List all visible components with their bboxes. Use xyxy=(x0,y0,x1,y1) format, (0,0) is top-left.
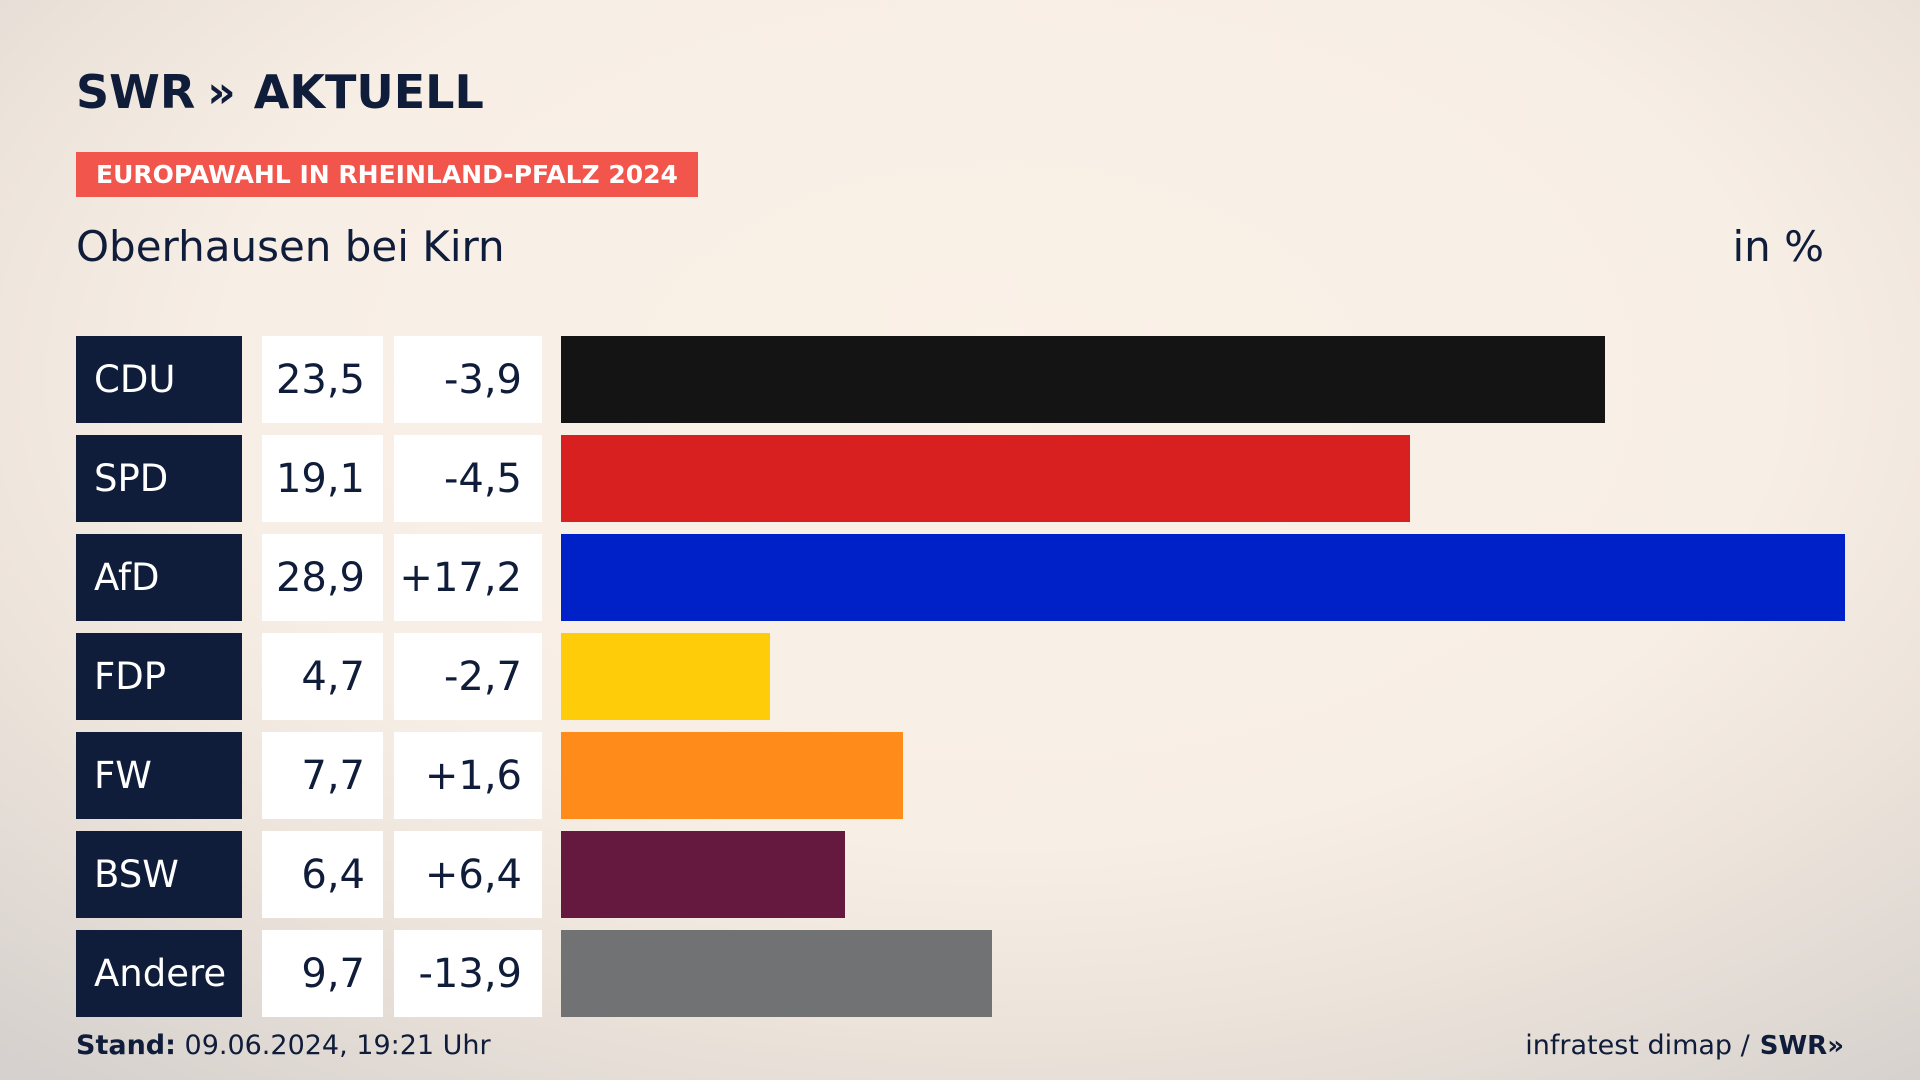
timestamp: Stand: 09.06.2024, 19:21 Uhr xyxy=(76,1030,491,1061)
source-credit: infratest dimap / SWR» xyxy=(1525,1030,1844,1061)
logo-swr: SWR xyxy=(76,65,196,119)
value-label: 19,1 xyxy=(262,435,383,522)
source-text: infratest dimap / xyxy=(1525,1030,1750,1061)
bar-afd xyxy=(561,534,1845,621)
chart-title: Oberhausen bei Kirn xyxy=(76,222,505,271)
bar-fdp xyxy=(561,633,770,720)
change-label: -4,5 xyxy=(394,435,542,522)
party-label: AfD xyxy=(76,534,242,621)
stand-label: Stand: xyxy=(76,1030,176,1061)
bar-bsw xyxy=(561,831,845,918)
change-label: +6,4 xyxy=(394,831,542,918)
party-label: CDU xyxy=(76,336,242,423)
party-label: FDP xyxy=(76,633,242,720)
election-badge: EUROPAWAHL IN RHEINLAND-PFALZ 2024 xyxy=(76,152,698,197)
bar-fw xyxy=(561,732,903,819)
value-label: 9,7 xyxy=(262,930,383,1017)
stand-value: 09.06.2024, 19:21 Uhr xyxy=(184,1030,491,1061)
logo-aktuell: AKTUELL xyxy=(253,65,484,119)
change-label: +17,2 xyxy=(394,534,542,621)
logo-chevron-icon: » xyxy=(207,66,236,118)
bar-cdu xyxy=(561,336,1605,423)
value-label: 28,9 xyxy=(262,534,383,621)
value-label: 23,5 xyxy=(262,336,383,423)
change-label: -2,7 xyxy=(394,633,542,720)
party-label: Andere xyxy=(76,930,242,1017)
change-label: -3,9 xyxy=(394,336,542,423)
unit-label: in % xyxy=(1732,222,1824,271)
swr-logo-small: SWR» xyxy=(1759,1030,1844,1061)
bar-andere xyxy=(561,930,992,1017)
swr-aktuell-logo: SWR» AKTUELL xyxy=(76,64,484,120)
value-label: 6,4 xyxy=(262,831,383,918)
change-label: -13,9 xyxy=(394,930,542,1017)
party-label: SPD xyxy=(76,435,242,522)
party-label: BSW xyxy=(76,831,242,918)
change-label: +1,6 xyxy=(394,732,542,819)
party-label: FW xyxy=(76,732,242,819)
value-label: 4,7 xyxy=(262,633,383,720)
value-label: 7,7 xyxy=(262,732,383,819)
bar-spd xyxy=(561,435,1410,522)
